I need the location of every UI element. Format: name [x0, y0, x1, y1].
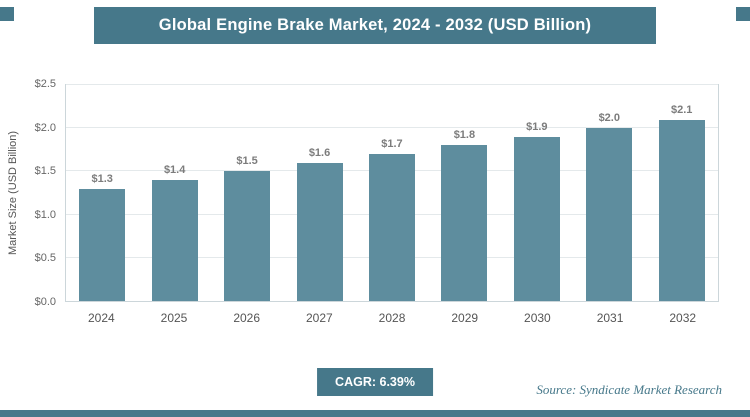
bar-2025	[151, 180, 198, 301]
bar-value-label: $1.3	[91, 172, 113, 185]
x-tick-label: 2024	[87, 311, 115, 325]
chart-title: Global Engine Brake Market, 2024 - 2032 …	[94, 7, 656, 44]
bar-column: $2.1	[646, 85, 718, 301]
y-tick-label: $0.5	[34, 252, 56, 265]
y-tick-label: $2.0	[34, 121, 56, 134]
bar-value-label: $1.5	[236, 155, 258, 168]
bar-2029	[441, 145, 488, 301]
bar-2030	[513, 136, 560, 301]
bar-column: $1.6	[283, 85, 355, 301]
corner-decoration-right	[736, 7, 750, 21]
corner-decoration-left	[0, 7, 14, 21]
source-note: Source: Syndicate Market Research	[536, 382, 722, 397]
bar-2031	[586, 128, 633, 301]
bar-column: $1.4	[138, 85, 210, 301]
bar-value-label: $1.6	[308, 146, 331, 159]
y-tick-label: $0.0	[34, 296, 56, 308]
bar-column: $1.5	[211, 85, 283, 301]
x-axis-labels: 2024 2025 2026 2027 2028 2029 2030 2031 2032	[65, 311, 719, 325]
y-tick-label: $2.5	[34, 78, 56, 90]
x-tick-label: 2031	[596, 311, 624, 325]
gridline	[66, 127, 718, 129]
x-tick-label: 2029	[451, 311, 479, 325]
x-tick-label: 2028	[378, 311, 406, 325]
bar-column: $1.9	[501, 85, 573, 301]
x-tick-label: 2032	[669, 311, 697, 325]
bar-2027	[296, 162, 343, 301]
bar-2024	[79, 188, 126, 301]
bar-2026	[224, 171, 271, 301]
y-axis-ticks: $0.0 $0.5 $1.0 $1.5 $2.0 $2.5	[20, 78, 60, 308]
x-tick-label: 2025	[160, 311, 188, 325]
bar-2028	[368, 154, 415, 301]
bar-2032	[658, 119, 705, 301]
x-tick-label: 2026	[233, 311, 261, 325]
plot-area: $1.3 $1.4 $1.5 $1.6 $1.7 $1.8 $1.9 $2.0 $2.1	[65, 84, 719, 302]
bar-column: $1.3	[66, 85, 138, 301]
bar-column: $1.8	[428, 85, 500, 301]
x-tick-label: 2030	[524, 311, 551, 325]
bar-value-label: $1.4	[163, 164, 186, 177]
bar-value-label: $1.8	[453, 129, 476, 142]
bar-column: $1.7	[356, 85, 428, 301]
bottom-accent-bar	[0, 410, 750, 417]
bar-value-label: $2.0	[598, 112, 620, 125]
bars: $1.3 $1.4 $1.5 $1.6 $1.7 $1.8 $1.9 $2.0 $2.1	[66, 85, 718, 301]
cagr-badge: CAGR: 6.39%	[317, 368, 433, 396]
gridline	[66, 84, 718, 85]
x-tick-label: 2027	[306, 311, 333, 325]
bar-value-label: $1.7	[381, 138, 403, 151]
y-tick-label: $1.5	[34, 165, 56, 178]
y-axis-label-text: Market Size (USD Billion)	[7, 130, 19, 256]
bar-column: $2.0	[573, 85, 645, 301]
bar-value-label: $2.1	[671, 103, 693, 116]
y-tick-label: $1.0	[34, 208, 56, 221]
bar-value-label: $1.9	[526, 120, 548, 133]
